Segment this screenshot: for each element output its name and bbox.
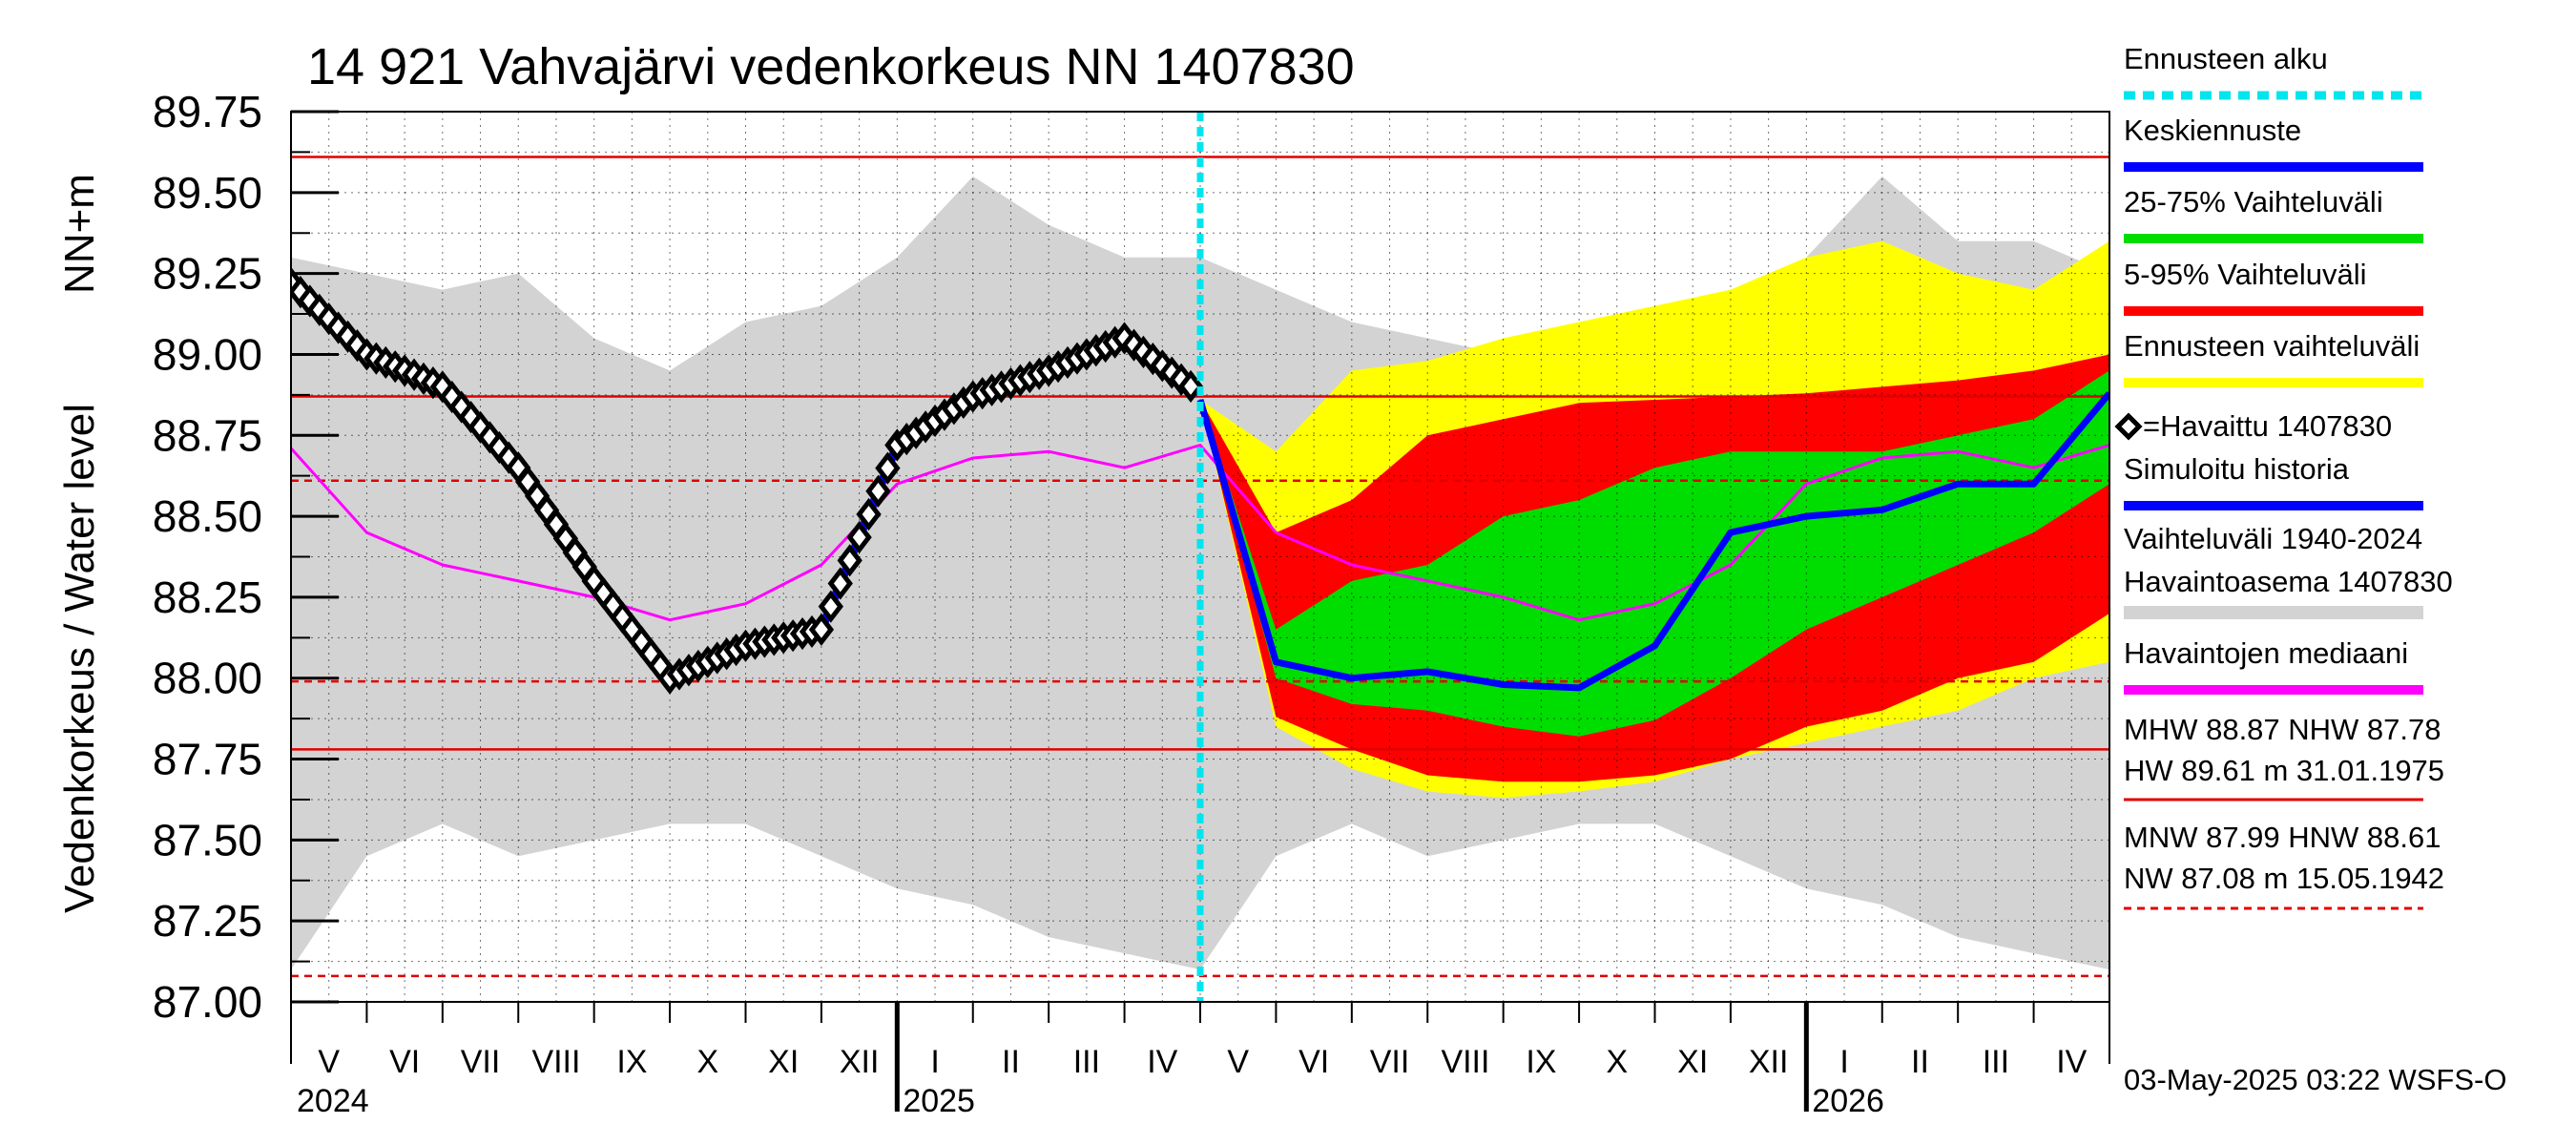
observed-point (856, 497, 882, 531)
month-label: III (1073, 1044, 1100, 1080)
y-tick-label: 88.25 (153, 572, 262, 622)
month-label: V (1227, 1044, 1249, 1080)
y-tick-label: 89.25 (153, 249, 262, 299)
observed-point (865, 474, 891, 508)
legend-label: Ennusteen alku (2124, 42, 2328, 75)
month-label: IV (1147, 1044, 1177, 1080)
legend-label: Ennusteen vaihteluväli (2124, 329, 2420, 363)
stats-line-3: MNW 87.99 HNW 88.61 (2124, 821, 2441, 854)
month-label: IX (616, 1044, 647, 1080)
observed-point (1177, 369, 1204, 404)
month-label: I (1839, 1044, 1848, 1080)
year-label: 2024 (297, 1083, 369, 1119)
stats-line-2: HW 89.61 m 31.01.1975 (2124, 754, 2444, 787)
month-label: X (1606, 1044, 1628, 1080)
y-tick-label: 87.50 (153, 815, 262, 864)
legend-label: =Havaittu 1407830 (2143, 409, 2392, 443)
footer-timestamp: 03-May-2025 03:22 WSFS-O (2124, 1063, 2506, 1096)
month-label: XI (768, 1044, 799, 1080)
legend-label: Havaintoasema 1407830 (2124, 565, 2453, 598)
legend-label: Havaintojen mediaani (2124, 636, 2408, 670)
y-tick-label: 89.00 (153, 329, 262, 379)
y-tick-label: 89.75 (153, 87, 262, 136)
observed-markers (291, 266, 1204, 695)
y-tick-label: 88.00 (153, 654, 262, 703)
observed-point (875, 451, 901, 485)
month-label: VII (1370, 1044, 1410, 1080)
y-tick-label: 89.50 (153, 168, 262, 218)
chart-title: 14 921 Vahvajärvi vedenkorkeus NN 140783… (307, 38, 1355, 95)
y-axis-unit: NN+m (56, 174, 103, 294)
y-tick-label: 87.25 (153, 896, 262, 946)
stats-line-1: MHW 88.87 NHW 87.78 (2124, 713, 2441, 746)
legend-swatch-observed (2114, 412, 2143, 441)
month-label: II (1911, 1044, 1929, 1080)
observed-point (827, 567, 853, 600)
month-label: XII (1749, 1044, 1789, 1080)
year-label: 2025 (903, 1083, 975, 1119)
month-label: VIII (1441, 1044, 1489, 1080)
legend-label: Vaihteluväli 1940-2024 (2124, 522, 2422, 555)
legend-label: Simuloitu historia (2124, 452, 2350, 486)
y-tick-label: 87.75 (153, 735, 262, 784)
observed-point (808, 613, 835, 646)
forecast-mean-line (1196, 390, 2109, 692)
y-tick-label: 88.75 (153, 410, 262, 460)
y-tick-label: 88.50 (153, 491, 262, 541)
y-axis-label: Vedenkorkeus / Water level (56, 404, 103, 913)
month-label: VII (461, 1044, 501, 1080)
month-label: IX (1526, 1044, 1556, 1080)
month-label: VI (389, 1044, 420, 1080)
observed-point (818, 590, 843, 623)
stats-line-4: NW 87.08 m 15.05.1942 (2124, 862, 2444, 895)
month-label: IV (2056, 1044, 2087, 1080)
month-label: XII (840, 1044, 880, 1080)
year-label: 2026 (1812, 1083, 1884, 1119)
observed-point (846, 521, 872, 554)
month-label: II (1002, 1044, 1020, 1080)
month-label: I (930, 1044, 939, 1080)
month-label: III (1983, 1044, 2009, 1080)
legend-label: Keskiennuste (2124, 114, 2301, 147)
month-label: XI (1677, 1044, 1708, 1080)
legend-label: 5-95% Vaihteluväli (2124, 258, 2366, 291)
y-tick-label: 87.00 (153, 977, 262, 1027)
month-label: X (696, 1044, 718, 1080)
month-label: VI (1298, 1044, 1329, 1080)
month-label: V (318, 1044, 340, 1080)
legend-label: 25-75% Vaihteluväli (2124, 185, 2383, 219)
month-label: VIII (531, 1044, 580, 1080)
observed-point (837, 544, 862, 577)
